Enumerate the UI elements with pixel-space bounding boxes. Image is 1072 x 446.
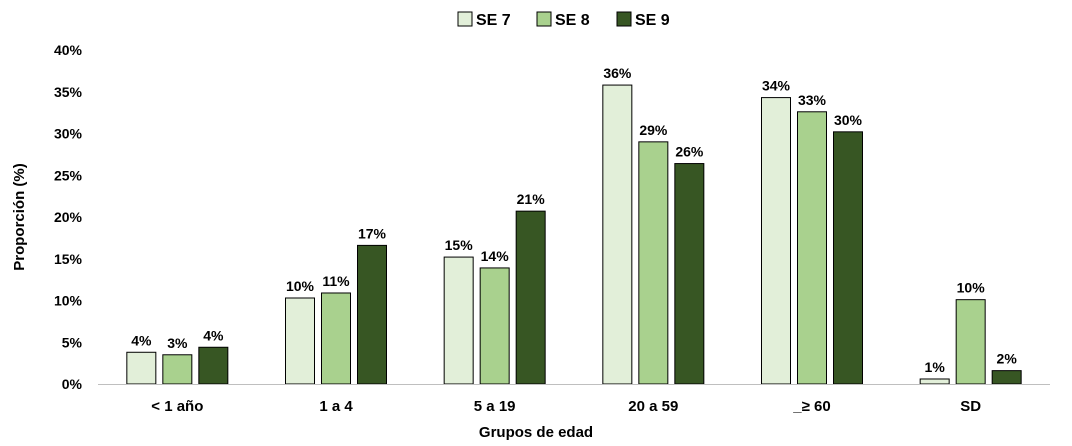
data-label: 10% [286, 278, 315, 294]
bar [674, 163, 705, 385]
legend-swatch [457, 11, 473, 27]
bar [321, 292, 351, 385]
bar [162, 354, 193, 385]
legend-label: SE 7 [476, 12, 511, 29]
y-tick-label: 15% [54, 251, 83, 267]
data-label: 15% [445, 237, 474, 253]
data-label: 14% [481, 248, 510, 264]
x-tick-label: _≥ 60 [792, 398, 830, 415]
y-tick-label: 30% [54, 126, 83, 142]
y-tick-label: 20% [54, 209, 83, 225]
data-label: 2% [997, 351, 1018, 367]
y-tick-label: 10% [54, 293, 83, 309]
x-tick-label: 20 a 59 [628, 398, 678, 415]
x-axis: < 1 año 1 a 4 5 a 19 20 a 59 _≥ 60 SD [98, 384, 1050, 415]
data-label: 34% [762, 78, 791, 94]
y-tick-label: 5% [62, 334, 83, 350]
legend-swatch [536, 11, 552, 27]
data-label: 30% [834, 112, 863, 128]
bar [479, 267, 510, 385]
data-label: 26% [675, 144, 704, 160]
bar [126, 351, 157, 385]
y-tick-label: 40% [54, 42, 83, 58]
data-label: 3% [167, 335, 188, 351]
bar [797, 111, 827, 385]
bars: 4% 3% 4% 10% 11% 17% 15% 14% 21% 36% 29% 26% 34% 33% 3… [126, 65, 1022, 385]
bar [443, 256, 474, 385]
data-label: 11% [322, 273, 350, 289]
x-tick-label: 1 a 4 [319, 398, 353, 415]
x-tick-label: SD [960, 398, 981, 415]
bar [833, 131, 863, 385]
bar [198, 346, 229, 385]
data-label: 29% [639, 122, 668, 138]
legend-label: SE 9 [635, 12, 670, 29]
legend: SE 7 SE 8 SE 9 [457, 11, 670, 29]
data-label: 21% [517, 191, 546, 207]
data-label: 10% [957, 280, 986, 296]
data-label: 17% [358, 225, 387, 241]
y-tick-label: 35% [54, 84, 83, 100]
bar [357, 244, 387, 385]
bar [955, 299, 986, 385]
bar [991, 370, 1022, 385]
y-tick-label: 0% [62, 376, 83, 392]
data-label: 1% [925, 359, 946, 375]
x-tick-label: < 1 año [151, 398, 203, 415]
data-label: 33% [798, 92, 827, 108]
legend-label: SE 8 [555, 12, 590, 29]
legend-swatch [616, 11, 632, 27]
bar [638, 141, 669, 385]
y-axis-title: Proporción (%) [11, 163, 28, 271]
x-axis-title: Grupos de edad [479, 424, 593, 441]
y-axis: 0% 5% 10% 15% 20% 25% 30% 35% 40% [54, 42, 83, 392]
data-label: 4% [203, 327, 224, 343]
bar [919, 378, 950, 385]
y-tick-label: 25% [54, 167, 83, 183]
bar [761, 97, 791, 385]
data-label: 36% [603, 65, 632, 81]
data-label: 4% [131, 332, 152, 348]
x-tick-label: 5 a 19 [474, 398, 516, 415]
bar [515, 210, 546, 385]
bar [602, 84, 633, 385]
bar [285, 297, 315, 385]
